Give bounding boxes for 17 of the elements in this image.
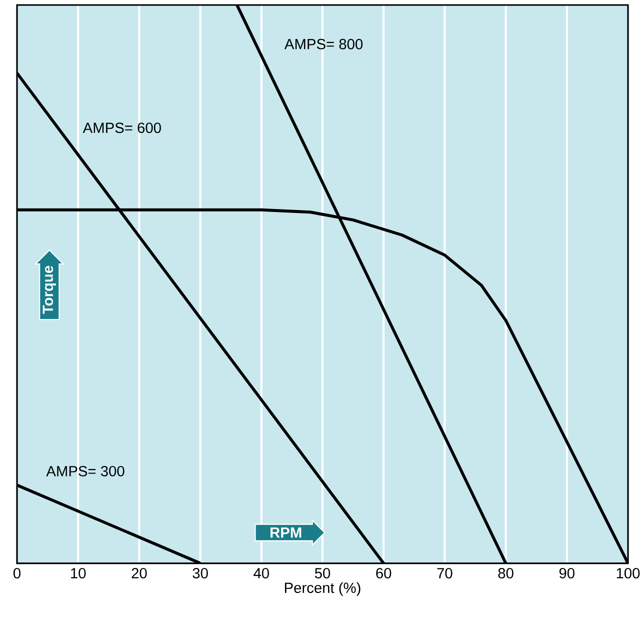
x-tick-label: 90 xyxy=(559,568,574,578)
x-tick-label: 50 xyxy=(314,568,330,578)
x-tick-label: 0 xyxy=(14,568,21,578)
x-tick-label: 10 xyxy=(71,568,86,578)
x-tick-label: 20 xyxy=(132,568,147,578)
x-tick-label: 100 xyxy=(616,568,640,578)
x-axis-title: Percent (%) xyxy=(284,582,360,596)
series-label: AMPS= 800 xyxy=(284,38,363,50)
annotation: RPM xyxy=(270,527,302,538)
annotation: Torque xyxy=(42,266,56,314)
series-label: AMPS= 600 xyxy=(82,122,161,133)
x-tick-label: 80 xyxy=(498,568,514,578)
x-tick-label: 40 xyxy=(254,568,269,578)
x-tick-label: 30 xyxy=(192,568,208,578)
x-tick-label: 60 xyxy=(376,568,392,578)
x-tick-label: 70 xyxy=(437,568,452,578)
series-label: AMPS= 300 xyxy=(46,466,124,476)
